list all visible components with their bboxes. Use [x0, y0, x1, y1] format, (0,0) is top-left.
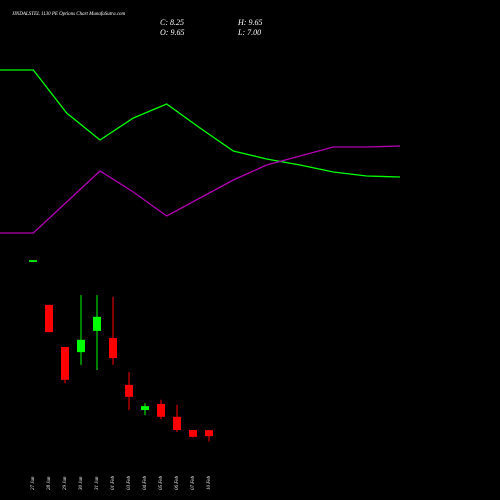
candle-body [157, 404, 165, 417]
candle-body [77, 339, 85, 353]
x-tick-label: 27 Jan [31, 476, 36, 490]
indicator-line [0, 145, 401, 234]
candle-body [141, 406, 149, 410]
candle-body [205, 430, 213, 437]
high-info: H: 9.65 [237, 18, 262, 27]
x-tick-label: 03 Feb [127, 475, 132, 490]
candle-body [109, 338, 117, 359]
chart-title: JINDALSTEL 1130 PE Options Chart MunafaS… [12, 12, 126, 17]
x-tick-label: 01 Feb [111, 475, 116, 490]
indicator-line [0, 69, 401, 178]
candle-body [93, 316, 101, 331]
candle-body [45, 304, 53, 333]
candle-body [29, 260, 37, 262]
x-tick-label: 04 Feb [143, 475, 148, 490]
x-tick-label: 28 Jan [47, 476, 52, 490]
candle-body [61, 347, 69, 380]
x-tick-label: 06 Feb [175, 475, 180, 490]
open-info: O: 9.65 [160, 28, 184, 37]
candle-body [173, 416, 181, 430]
x-tick-label: 29 Jan [63, 476, 68, 490]
candle-body [189, 430, 197, 437]
x-tick-label: 31 Jan [95, 476, 100, 490]
x-tick-label: 05 Feb [159, 475, 164, 490]
low-info: L: 7.00 [237, 28, 261, 37]
x-tick-label: 10 Feb [207, 475, 212, 490]
close-info: C: 8.25 [160, 18, 184, 27]
x-tick-label: 07 Feb [191, 475, 196, 490]
x-tick-label: 30 Jan [79, 476, 84, 490]
candle-body [125, 384, 133, 397]
